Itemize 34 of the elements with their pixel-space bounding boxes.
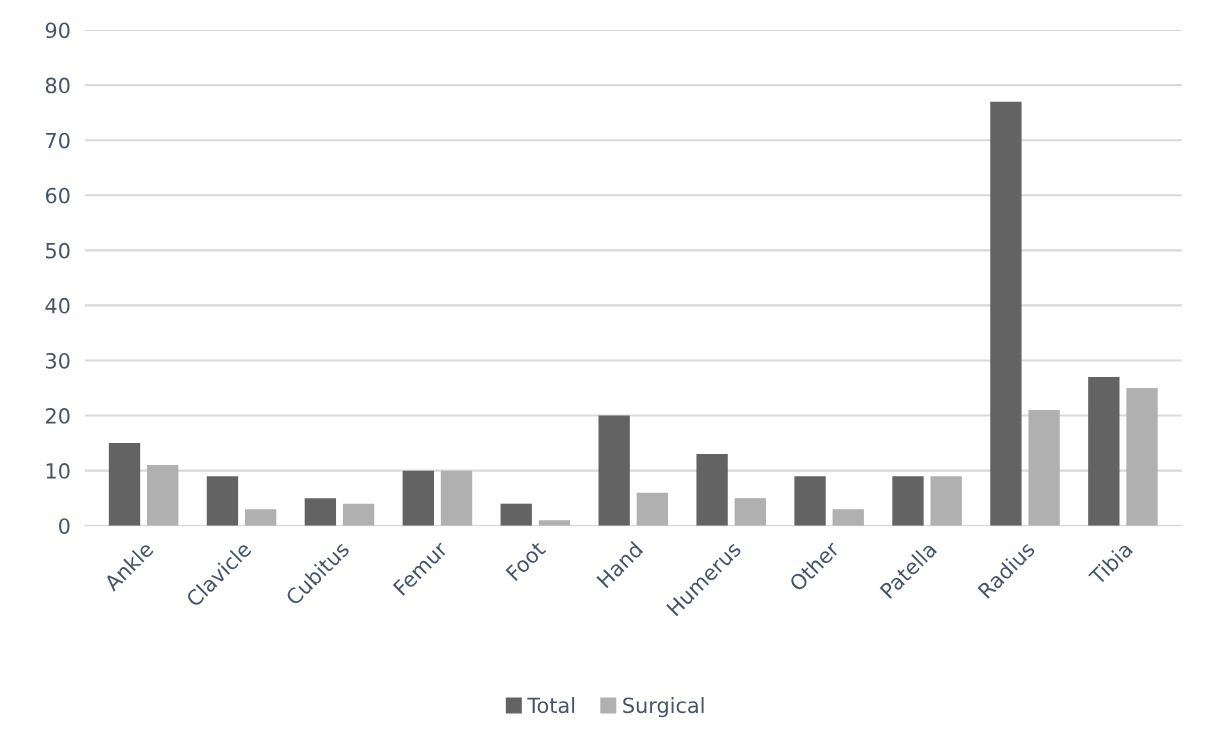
y-tick-label: 40 [45,297,70,314]
bar [598,415,630,526]
bar [734,498,766,526]
y-tick-label: 50 [46,242,70,259]
bar [206,476,239,526]
bar [1088,377,1120,526]
y-tick-label: 30 [46,352,70,369]
y-tick-label: 60 [45,187,70,204]
y-tick-label: 0 [59,518,70,534]
y-tick-label: 70 [46,132,70,149]
y-tick-label: 20 [45,408,70,424]
bar [500,503,532,526]
bar [1126,388,1158,526]
bar [108,443,141,526]
legend-label: Total [527,697,575,714]
bar [930,476,962,526]
bar [402,470,434,526]
bar [794,476,826,526]
bar [1028,410,1060,526]
y-tick-label: 80 [45,77,70,94]
bar [147,465,179,526]
bar [892,476,924,526]
bar [304,498,337,526]
legend-label: Surgical [623,697,704,718]
bar [440,470,473,526]
bar [832,509,864,526]
bar [990,101,1022,526]
y-tick-label: 10 [46,463,70,479]
bar [636,492,669,526]
bar [696,454,728,526]
bar [244,509,277,526]
bar [538,520,571,526]
y-tick-label: 90 [45,22,70,39]
bar [342,503,375,526]
